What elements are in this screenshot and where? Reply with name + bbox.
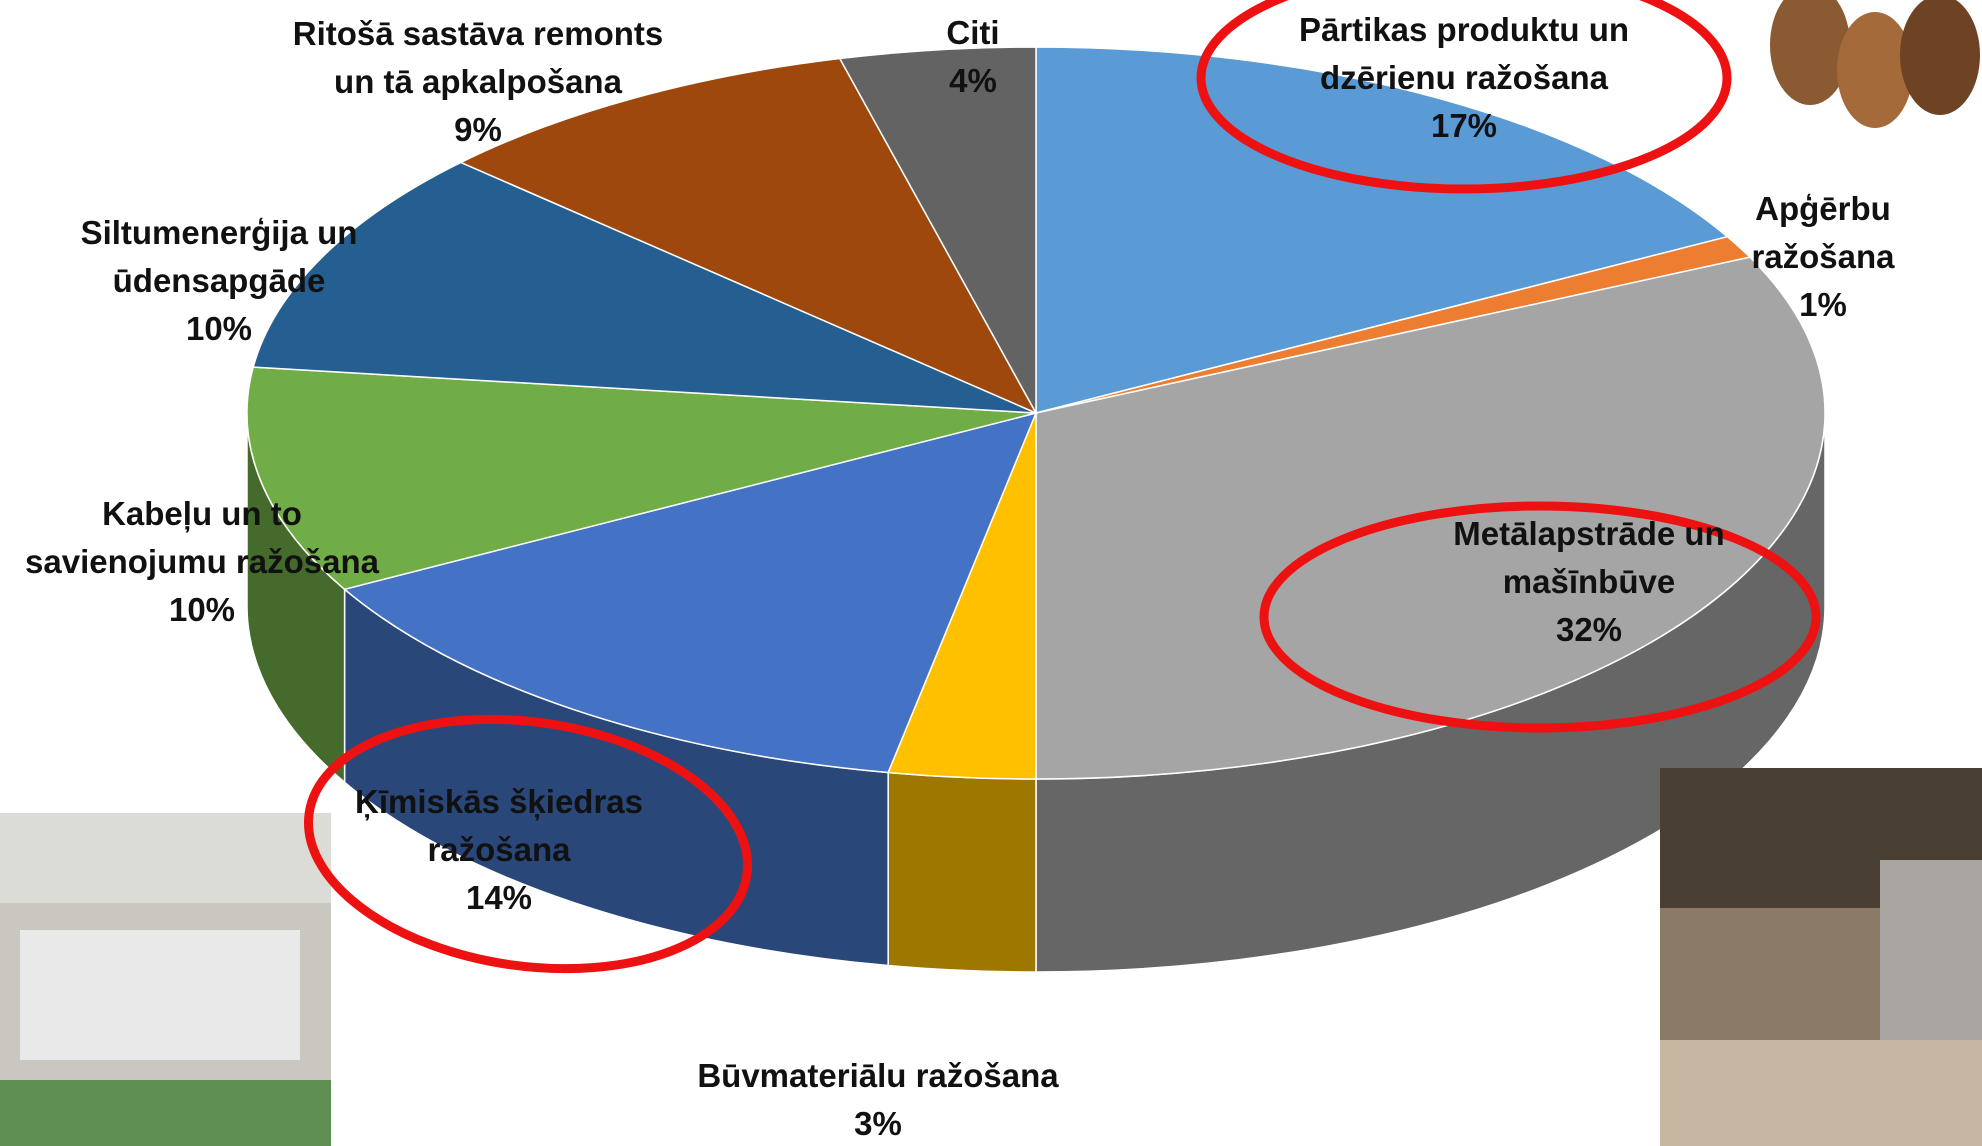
photo-fiber-factory	[0, 813, 331, 1146]
photo-bread	[1750, 0, 1982, 130]
value-label: 17%	[1430, 107, 1498, 144]
slice-label: Citi 4%	[946, 9, 999, 105]
photo-metal-workshop	[1660, 768, 1982, 1146]
highlight-ellipses	[303, 0, 1821, 974]
slice-label: Pārtikas produktu un dzērienu ražošana 17…	[1299, 6, 1629, 150]
slice	[1035, 46, 1730, 414]
value-label: 10%	[185, 310, 253, 347]
value-label: 14%	[465, 879, 533, 916]
slice	[459, 57, 1038, 415]
category-label: Ķīmiskās šķiedras ražošana	[354, 783, 644, 868]
category-label: Apģērbu ražošana	[1751, 190, 1895, 275]
category-label: Kabeļu un to savienojumu ražošana	[25, 495, 379, 580]
category-label: Ritošā sastāva remonts un tā apkalpošana	[292, 15, 664, 100]
slice-label: Ritošā sastāva remonts un tā apkalpošana…	[293, 10, 664, 154]
value-label: 4%	[949, 62, 997, 99]
slice	[246, 366, 1037, 591]
slice-side	[887, 771, 1037, 973]
value-label: 9%	[454, 111, 502, 148]
pie-sides	[246, 412, 1826, 973]
slice-label: Metālapstrāde un mašīnbūve 32%	[1453, 510, 1724, 654]
category-label: Metālapstrāde un mašīnbūve	[1453, 515, 1725, 600]
category-label: Siltumenerģija un ūdensapgāde	[80, 214, 358, 299]
slice-label: Siltumenerģija un ūdensapgāde 10%	[81, 209, 358, 353]
category-label: Citi	[946, 14, 1000, 51]
pie-tops	[246, 46, 1826, 780]
value-label: 32%	[1555, 611, 1623, 648]
slice-label: Būvmateriālu ražošana 3%	[697, 1052, 1058, 1146]
slice-label: Apģērbu ražošana 1%	[1744, 185, 1903, 329]
value-label: 1%	[1799, 286, 1847, 323]
slice-label: Kabeļu un to savienojumu ražošana 10%	[25, 490, 379, 634]
slice	[252, 161, 1037, 414]
category-label: Pārtikas produktu un dzērienu ražošana	[1298, 11, 1630, 96]
slice	[838, 46, 1037, 416]
value-label: 10%	[168, 591, 236, 628]
slice-label: Ķīmiskās šķiedras ražošana 14%	[355, 778, 643, 922]
value-label: 3%	[854, 1105, 902, 1142]
category-label: Būvmateriālu ražošana	[697, 1057, 1059, 1094]
slice	[342, 411, 1038, 774]
